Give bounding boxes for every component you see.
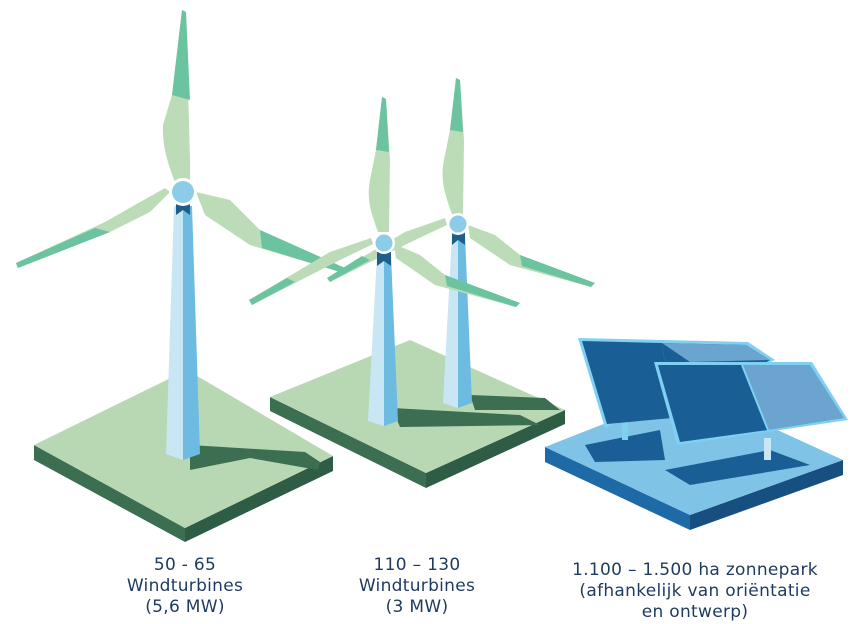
- turbine-shadow: [392, 408, 540, 427]
- caption-line: (5,6 MW): [145, 597, 225, 617]
- large-wind-turbine-icon: [16, 10, 345, 542]
- caption-line: 110 – 130: [373, 555, 461, 575]
- caption-option-1: 50 - 65 Windturbines (5,6 MW): [60, 555, 310, 618]
- panel-shadow: [585, 430, 665, 462]
- solar-panel-front: [654, 362, 848, 460]
- caption-option-3: 1.100 – 1.500 ha zonnepark (afhankelijk …: [540, 560, 850, 623]
- turbine-front: [249, 97, 520, 426]
- panel-shadow: [665, 450, 810, 485]
- caption-line: 50 - 65: [153, 555, 217, 575]
- caption-option-2: 110 – 130 Windturbines (3 MW): [292, 555, 542, 618]
- turbine-shadow: [470, 395, 560, 410]
- caption-line: (3 MW): [385, 597, 449, 617]
- caption-line: 1.100 – 1.500 ha zonnepark: [572, 560, 818, 580]
- turbine-shadow: [190, 445, 320, 470]
- ground-tile-medium: [270, 340, 565, 488]
- caption-line: Windturbines: [126, 576, 244, 596]
- caption-line: en ontwerp): [641, 602, 749, 622]
- turbine-back: [327, 78, 595, 408]
- caption-line: (afhankelijk van oriëntatie: [579, 581, 811, 601]
- turbine-tower: [166, 206, 200, 460]
- solar-park-icon: [545, 338, 848, 530]
- two-wind-turbines-icon: [249, 78, 595, 488]
- caption-line: Windturbines: [358, 576, 476, 596]
